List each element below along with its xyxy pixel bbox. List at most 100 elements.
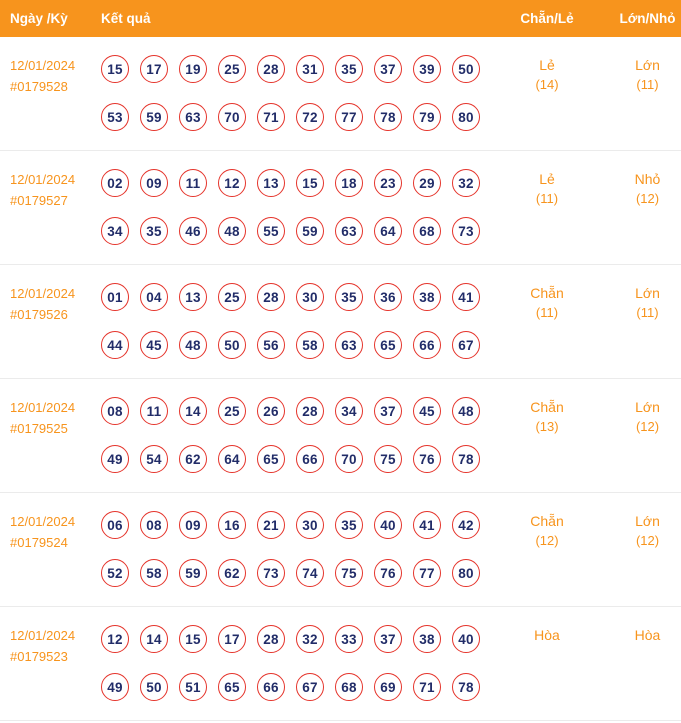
lottery-ball: 68: [413, 217, 441, 245]
row-numbers-cell: 12 14 15 17 28 32 33 37 38 40 49 50 51 65 66 67 68 69 71 78: [92, 625, 480, 701]
lottery-ball: 28: [257, 55, 285, 83]
lottery-ball: 48: [218, 217, 246, 245]
lottery-ball: 65: [218, 673, 246, 701]
lottery-ball: 53: [101, 103, 129, 131]
lottery-ball: 79: [413, 103, 441, 131]
lottery-ball: 76: [413, 445, 441, 473]
numbers-line: 44 45 48 50 56 58 63 65 66 67: [101, 331, 480, 359]
lottery-ball: 64: [374, 217, 402, 245]
parity-value: Lẻ: [539, 171, 555, 187]
lottery-ball: 33: [335, 625, 363, 653]
row-numbers-cell: 15 17 19 25 28 31 35 37 39 50 53 59 63 70 71 72 77 78 79 80: [92, 55, 480, 131]
lottery-ball: 40: [452, 625, 480, 653]
draw-id: #0179524: [10, 535, 68, 550]
size-value: Lớn: [635, 513, 660, 529]
lottery-ball: 67: [296, 673, 324, 701]
parity-value: Chẵn: [530, 399, 564, 415]
row-parity-cell: Lẻ (11): [480, 169, 614, 208]
lottery-ball: 25: [218, 397, 246, 425]
lottery-ball: 42: [452, 511, 480, 539]
row-size-cell: Lớn (11): [614, 55, 681, 94]
column-header-date: Ngày /Kỳ: [10, 11, 68, 26]
lottery-ball: 09: [140, 169, 168, 197]
draw-date: 12/01/2024: [10, 172, 76, 187]
lottery-ball: 14: [179, 397, 207, 425]
draw-date: 12/01/2024: [10, 58, 76, 73]
lottery-ball: 59: [296, 217, 324, 245]
row-parity-cell: Chẵn (13): [480, 397, 614, 436]
lottery-ball: 74: [296, 559, 324, 587]
lottery-ball: 66: [257, 673, 285, 701]
size-count: (12): [635, 191, 660, 206]
lottery-ball: 02: [101, 169, 129, 197]
lottery-ball: 11: [179, 169, 207, 197]
lottery-ball: 78: [452, 445, 480, 473]
lottery-ball: 01: [101, 283, 129, 311]
lottery-ball: 71: [257, 103, 285, 131]
lottery-ball: 18: [335, 169, 363, 197]
lottery-ball: 32: [296, 625, 324, 653]
draw-date: 12/01/2024: [10, 400, 76, 415]
lottery-ball: 46: [179, 217, 207, 245]
row-date-cell: 12/01/2024 #0179523: [0, 625, 92, 667]
lottery-ball: 35: [335, 283, 363, 311]
lottery-ball: 58: [296, 331, 324, 359]
lottery-ball: 59: [179, 559, 207, 587]
row-date-cell: 12/01/2024 #0179528: [0, 55, 92, 97]
lottery-ball: 15: [296, 169, 324, 197]
lottery-ball: 15: [179, 625, 207, 653]
lottery-ball: 08: [101, 397, 129, 425]
lottery-ball: 40: [374, 511, 402, 539]
lottery-ball: 50: [218, 331, 246, 359]
row-date-cell: 12/01/2024 #0179524: [0, 511, 92, 553]
size-value: Nhỏ: [634, 171, 661, 187]
numbers-line: 06 08 09 16 21 30 35 40 41 42: [101, 511, 480, 539]
lottery-ball: 25: [218, 55, 246, 83]
result-row: 12/01/2024 #0179523 12 14 15 17 28 32 33 37 38 40 49…: [0, 607, 681, 721]
results-body: 12/01/2024 #0179528 15 17 19 25 28 31 35 37 39 50 53…: [0, 37, 681, 721]
numbers-line: 01 04 13 25 28 30 35 36 38 41: [101, 283, 480, 311]
lottery-ball: 48: [452, 397, 480, 425]
numbers-line: 02 09 11 12 13 15 18 23 29 32: [101, 169, 480, 197]
parity-count: (13): [535, 419, 559, 434]
row-parity-cell: Chẵn (12): [480, 511, 614, 550]
lottery-ball: 78: [374, 103, 402, 131]
lottery-ball: 35: [140, 217, 168, 245]
lottery-ball: 77: [335, 103, 363, 131]
lottery-ball: 09: [179, 511, 207, 539]
lottery-ball: 13: [179, 283, 207, 311]
lottery-ball: 14: [140, 625, 168, 653]
lottery-ball: 39: [413, 55, 441, 83]
lottery-ball: 63: [335, 331, 363, 359]
size-count: (11): [636, 77, 659, 92]
lottery-ball: 45: [413, 397, 441, 425]
parity-count: (14): [535, 77, 559, 92]
lottery-ball: 19: [179, 55, 207, 83]
lottery-ball: 28: [257, 625, 285, 653]
parity-count: (11): [535, 305, 559, 320]
lottery-ball: 12: [101, 625, 129, 653]
lottery-ball: 66: [296, 445, 324, 473]
lottery-ball: 62: [218, 559, 246, 587]
lottery-ball: 55: [257, 217, 285, 245]
lottery-ball: 75: [374, 445, 402, 473]
lottery-ball: 49: [101, 445, 129, 473]
lottery-ball: 34: [335, 397, 363, 425]
draw-date: 12/01/2024: [10, 514, 76, 529]
table-header: Ngày /Kỳ Kết quả Chẵn/Lẻ Lớn/Nhỏ: [0, 0, 681, 37]
lottery-ball: 45: [140, 331, 168, 359]
draw-id: #0179526: [10, 307, 68, 322]
row-date-cell: 12/01/2024 #0179525: [0, 397, 92, 439]
lottery-ball: 25: [218, 283, 246, 311]
lottery-ball: 66: [413, 331, 441, 359]
lottery-ball: 56: [257, 331, 285, 359]
numbers-line: 08 11 14 25 26 28 34 37 45 48: [101, 397, 480, 425]
parity-count: (11): [535, 191, 559, 206]
lottery-ball: 48: [179, 331, 207, 359]
numbers-line: 12 14 15 17 28 32 33 37 38 40: [101, 625, 480, 653]
row-parity-cell: Lẻ (14): [480, 55, 614, 94]
lottery-ball: 04: [140, 283, 168, 311]
size-count: (11): [636, 305, 659, 320]
lottery-ball: 63: [335, 217, 363, 245]
draw-date: 12/01/2024: [10, 628, 76, 643]
